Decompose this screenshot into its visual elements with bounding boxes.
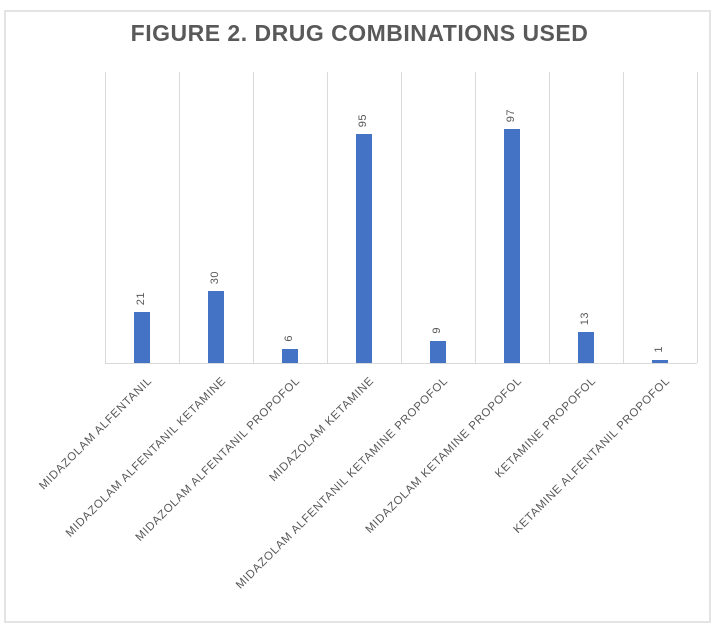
data-label: 6	[283, 335, 295, 342]
data-label: 21	[135, 291, 147, 305]
data-label: 30	[209, 270, 221, 284]
bar-4	[356, 134, 372, 363]
gridline	[105, 72, 106, 363]
gridline	[327, 72, 328, 363]
chart-title: FIGURE 2. DRUG COMBINATIONS USED	[130, 20, 589, 46]
data-label: 1	[653, 346, 665, 353]
data-label: 95	[357, 113, 369, 127]
bar-5	[430, 341, 446, 363]
gridline	[179, 72, 180, 363]
gridline	[623, 72, 624, 363]
plot-area: 21 30 6 95 9 97 13 1	[105, 72, 698, 364]
gridline	[549, 72, 550, 363]
gridline	[401, 72, 402, 363]
data-label: 9	[431, 327, 443, 334]
bar-8	[652, 360, 668, 363]
bar-1	[134, 312, 150, 363]
gridline	[475, 72, 476, 363]
bar-2	[208, 291, 224, 363]
data-label: 97	[505, 108, 517, 122]
bar-6	[504, 129, 520, 363]
data-label: 13	[579, 311, 591, 325]
gridline	[253, 72, 254, 363]
gridline	[697, 72, 698, 363]
bar-3	[282, 349, 298, 363]
bar-7	[578, 332, 594, 363]
